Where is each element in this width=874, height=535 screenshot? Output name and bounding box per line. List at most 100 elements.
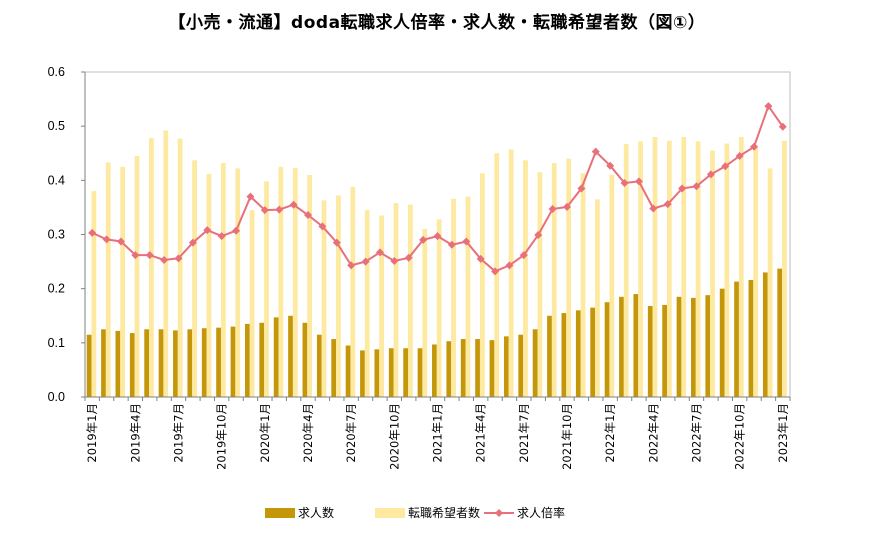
bar-demand xyxy=(494,153,500,397)
bar-demand xyxy=(278,166,284,397)
bar-supply xyxy=(345,345,351,397)
bar-supply xyxy=(561,313,567,397)
ratio-marker xyxy=(534,231,543,240)
bar-supply xyxy=(604,302,610,397)
bar-supply xyxy=(748,280,754,397)
bar-demand xyxy=(206,173,212,397)
x-tick-label: 2019年7月 xyxy=(172,403,186,463)
bar-demand xyxy=(393,203,399,397)
bar-demand xyxy=(724,143,730,397)
ratio-marker xyxy=(548,205,557,214)
bar-demand xyxy=(580,173,586,397)
bar-supply xyxy=(503,336,509,397)
ratio-marker xyxy=(692,182,701,191)
x-axis-ticks: 2019年1月 2019年4月 2019年7月 2019年10月 2020年1月 2020… xyxy=(84,397,791,470)
ratio-marker xyxy=(275,205,284,214)
bar-supply xyxy=(173,330,178,397)
bar-demand xyxy=(595,199,600,397)
legend-label-demand: 転職希望者数 xyxy=(408,505,480,520)
bar-demand xyxy=(149,138,154,398)
ratio-marker xyxy=(246,192,255,201)
bar-demand xyxy=(652,137,658,397)
bar-supply xyxy=(475,339,480,397)
bar-demand xyxy=(264,181,269,397)
ratio-marker xyxy=(764,102,773,111)
y-tick-label: 0.4 xyxy=(48,173,65,187)
bar-supply xyxy=(676,296,682,397)
ratio-marker xyxy=(577,184,586,193)
bar-supply xyxy=(216,327,221,397)
bar-demand xyxy=(134,155,140,397)
bar-supply xyxy=(518,334,524,397)
bar-demand xyxy=(436,219,442,397)
bar-supply xyxy=(187,329,193,397)
bar-demand xyxy=(753,146,759,397)
bar-supply xyxy=(489,340,495,397)
bar-demand xyxy=(465,196,471,397)
bar-supply xyxy=(388,348,394,397)
x-tick-label: 2021年7月 xyxy=(517,403,531,463)
ratio-marker xyxy=(433,232,442,241)
bar-supply xyxy=(547,315,552,397)
ratio-marker xyxy=(203,226,212,235)
bar-supply xyxy=(705,295,711,397)
ratio-marker xyxy=(361,257,370,266)
bar-demand xyxy=(177,138,183,397)
ratio-marker xyxy=(375,248,384,257)
bar-demand xyxy=(782,140,787,397)
ratio-marker xyxy=(562,202,571,211)
bar-demand xyxy=(422,229,428,397)
ratio-marker xyxy=(145,251,154,260)
y-tick-label: 0.6 xyxy=(48,65,65,79)
ratio-marker xyxy=(304,211,313,219)
bar-supply xyxy=(403,348,409,397)
bar-supply xyxy=(575,310,581,397)
bar-demand xyxy=(249,210,255,397)
bar-supply xyxy=(158,329,164,397)
ratio-marker xyxy=(404,253,413,262)
ratio-marker xyxy=(778,122,787,131)
bar-demand xyxy=(321,200,327,397)
ratio-marker xyxy=(678,184,687,193)
ratio-marker xyxy=(217,232,226,241)
bar-demand xyxy=(120,166,125,397)
x-tick-label: 2021年1月 xyxy=(431,403,445,463)
ratio-marker xyxy=(476,254,485,263)
bar-supply xyxy=(316,334,322,397)
bar-supply xyxy=(662,304,667,397)
bar-supply xyxy=(417,348,423,397)
y-axis-ticks: 0.0 0.1 0.2 0.3 0.4 0.5 0.6 xyxy=(48,65,85,404)
bar-demand xyxy=(666,140,672,397)
bar-supply xyxy=(532,329,538,397)
x-tick-label: 2022年10月 xyxy=(733,403,747,470)
ratio-line-series xyxy=(88,102,787,276)
legend-marker-ratio xyxy=(495,509,503,517)
ratio-marker xyxy=(447,240,456,249)
bar-supply xyxy=(259,322,265,397)
bar-demand xyxy=(623,144,629,397)
bar-demand xyxy=(336,195,341,397)
ratio-marker xyxy=(347,261,356,270)
bar-supply xyxy=(144,329,150,397)
bar-demand xyxy=(379,215,384,397)
bar-demand xyxy=(163,130,169,397)
ratio-marker xyxy=(462,237,471,246)
ratio-marker xyxy=(649,204,658,213)
bar-demand xyxy=(408,204,413,397)
ratio-marker xyxy=(188,238,197,247)
bar-supply xyxy=(244,323,250,397)
bar-demand xyxy=(220,163,226,397)
bar-supply xyxy=(86,334,92,397)
ratio-marker xyxy=(260,206,269,215)
bar-demand xyxy=(479,173,485,397)
bar-supply xyxy=(360,350,365,397)
ratio-marker xyxy=(634,177,643,186)
bar-demand xyxy=(551,163,557,397)
legend-label-ratio: 求人倍率 xyxy=(517,505,565,520)
x-tick-label: 2022年4月 xyxy=(646,403,660,463)
bar-demand xyxy=(451,198,456,397)
bar-supply xyxy=(460,339,466,397)
ratio-marker xyxy=(606,161,615,170)
bar-demand xyxy=(350,186,356,397)
